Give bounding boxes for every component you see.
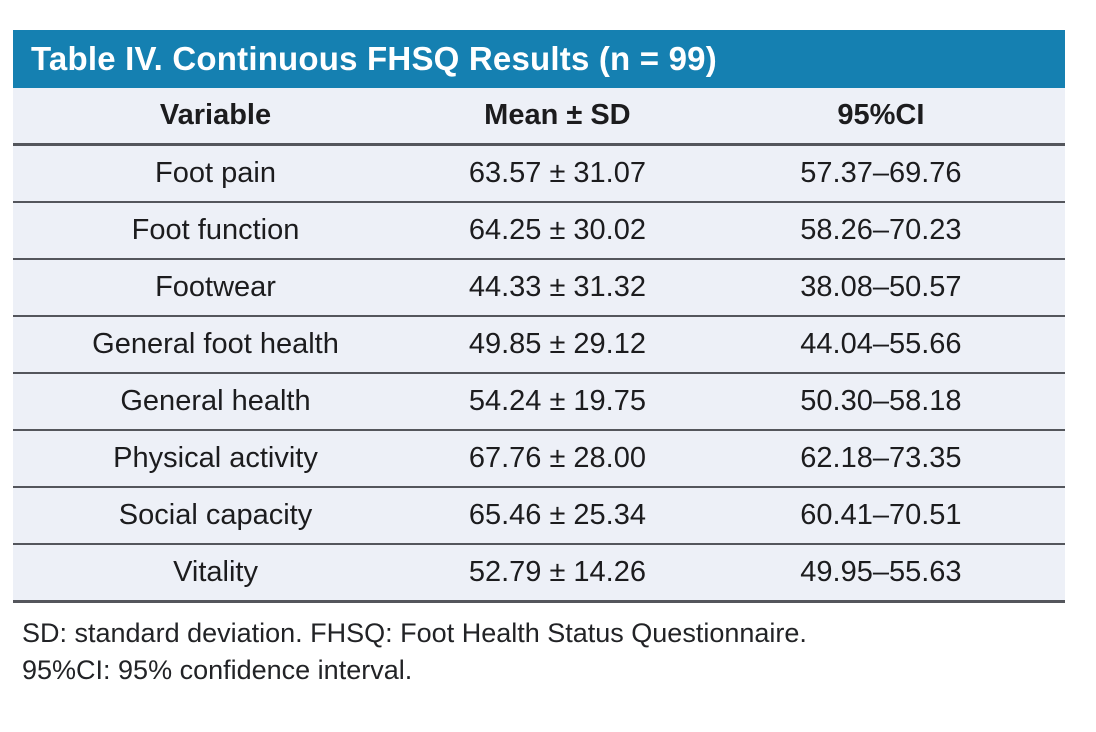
ci-cell: 62.18–73.35 — [696, 429, 1065, 487]
footnote-line-1: SD: standard deviation. FHSQ: Foot Healt… — [22, 618, 807, 648]
column-header-mean-sd: Mean ± SD — [418, 88, 697, 146]
table-row: General health 54.24 ± 19.75 50.30–58.18 — [13, 372, 1065, 430]
mean-sd-cell: 63.57 ± 31.07 — [418, 144, 697, 202]
variable-cell: General health — [13, 372, 419, 430]
mean-sd-cell: 44.33 ± 31.32 — [418, 258, 697, 316]
ci-cell: 50.30–58.18 — [696, 372, 1065, 430]
variable-cell: General foot health — [13, 315, 419, 373]
mean-sd-cell: 54.24 ± 19.75 — [418, 372, 697, 430]
header-row: Variable Mean ± SD 95%CI — [13, 88, 1065, 146]
data-table: Variable Mean ± SD 95%CI Foot pain 63.57… — [13, 88, 1065, 603]
table-row: Foot pain 63.57 ± 31.07 57.37–69.76 — [13, 144, 1065, 202]
variable-cell: Foot pain — [13, 144, 419, 202]
variable-cell: Foot function — [13, 201, 419, 259]
ci-cell: 60.41–70.51 — [696, 486, 1065, 544]
variable-cell: Vitality — [13, 543, 419, 603]
variable-cell: Social capacity — [13, 486, 419, 544]
table-row: Physical activity 67.76 ± 28.00 62.18–73… — [13, 429, 1065, 487]
table-row: Vitality 52.79 ± 14.26 49.95–55.63 — [13, 543, 1065, 603]
ci-cell: 49.95–55.63 — [696, 543, 1065, 603]
table-row: Social capacity 65.46 ± 25.34 60.41–70.5… — [13, 486, 1065, 544]
ci-cell: 58.26–70.23 — [696, 201, 1065, 259]
table-row: General foot health 49.85 ± 29.12 44.04–… — [13, 315, 1065, 373]
footnote-line-2: 95%CI: 95% confidence interval. — [22, 655, 413, 685]
variable-cell: Physical activity — [13, 429, 419, 487]
mean-sd-cell: 64.25 ± 30.02 — [418, 201, 697, 259]
mean-sd-cell: 49.85 ± 29.12 — [418, 315, 697, 373]
fhsq-results-table: Table IV. Continuous FHSQ Results (n = 9… — [13, 30, 1065, 689]
table-row: Footwear 44.33 ± 31.32 38.08–50.57 — [13, 258, 1065, 316]
column-header-ci: 95%CI — [696, 88, 1065, 146]
mean-sd-cell: 65.46 ± 25.34 — [418, 486, 697, 544]
mean-sd-cell: 67.76 ± 28.00 — [418, 429, 697, 487]
table-row: Foot function 64.25 ± 30.02 58.26–70.23 — [13, 201, 1065, 259]
ci-cell: 38.08–50.57 — [696, 258, 1065, 316]
table-title: Table IV. Continuous FHSQ Results (n = 9… — [13, 30, 1065, 88]
column-header-variable: Variable — [13, 88, 419, 146]
mean-sd-cell: 52.79 ± 14.26 — [418, 543, 697, 603]
table-footnotes: SD: standard deviation. FHSQ: Foot Healt… — [13, 603, 1065, 689]
ci-cell: 57.37–69.76 — [696, 144, 1065, 202]
variable-cell: Footwear — [13, 258, 419, 316]
ci-cell: 44.04–55.66 — [696, 315, 1065, 373]
